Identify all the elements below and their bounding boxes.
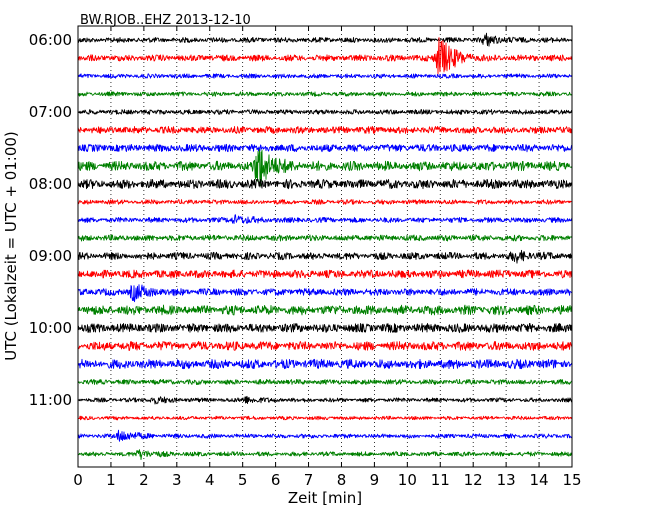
x-tick-label: 15 bbox=[562, 471, 581, 489]
x-tick-label: 6 bbox=[271, 471, 281, 489]
plot-frame bbox=[77, 25, 573, 468]
x-tick-label: 1 bbox=[106, 471, 116, 489]
y-tick-label: 09:00 bbox=[29, 247, 72, 265]
x-tick-label: 3 bbox=[172, 471, 182, 489]
chart-title: BW.RJOB..EHZ 2013-12-10 bbox=[80, 13, 251, 28]
trace-line bbox=[77, 32, 573, 47]
x-axis-label: Zeit [min] bbox=[288, 489, 362, 507]
trace-line bbox=[77, 178, 573, 190]
trace-line bbox=[77, 358, 573, 370]
trace-line bbox=[77, 379, 573, 386]
x-tick-label: 9 bbox=[370, 471, 380, 489]
trace-line bbox=[77, 284, 573, 303]
y-tick-label: 10:00 bbox=[29, 319, 72, 337]
trace-line bbox=[77, 91, 573, 97]
trace-line bbox=[77, 126, 573, 134]
x-tick-label: 12 bbox=[464, 471, 483, 489]
y-axis-ticks: 06:00 07:00 08:00 09:00 10:00 11:00 bbox=[29, 31, 572, 409]
x-tick-label: 10 bbox=[398, 471, 417, 489]
y-tick-label: 08:00 bbox=[29, 175, 72, 193]
y-tick-label: 06:00 bbox=[29, 31, 72, 49]
y-axis-label: UTC (Lokalzeit = UTC + 01:00) bbox=[2, 131, 20, 361]
trace-line bbox=[77, 234, 573, 242]
trace-line bbox=[77, 148, 573, 187]
traces bbox=[77, 32, 573, 460]
grid bbox=[110, 26, 540, 467]
trace-line bbox=[77, 429, 573, 442]
x-tick-label: 11 bbox=[431, 471, 450, 489]
trace-line bbox=[77, 143, 573, 153]
x-tick-label: 4 bbox=[205, 471, 215, 489]
x-tick-label: 7 bbox=[304, 471, 314, 489]
trace-line bbox=[77, 449, 573, 460]
x-tick-label: 14 bbox=[530, 471, 549, 489]
trace-line bbox=[77, 304, 573, 316]
x-tick-label: 0 bbox=[73, 471, 83, 489]
trace-line bbox=[77, 199, 573, 205]
x-tick-label: 8 bbox=[337, 471, 347, 489]
x-tick-label: 5 bbox=[238, 471, 248, 489]
x-tick-label: 13 bbox=[497, 471, 516, 489]
trace-line bbox=[77, 249, 573, 264]
trace-line bbox=[77, 109, 573, 115]
trace-line bbox=[77, 323, 573, 334]
trace-line bbox=[77, 214, 573, 225]
x-axis-ticks: 0 1 2 3 4 5 6 7 8 9 10 11 12 13 14 15 bbox=[73, 26, 582, 489]
trace-line bbox=[77, 341, 573, 351]
trace-line bbox=[77, 73, 573, 79]
y-tick-label: 11:00 bbox=[29, 391, 72, 409]
trace-line bbox=[77, 269, 573, 279]
trace-line bbox=[77, 415, 573, 421]
trace-line bbox=[77, 395, 573, 405]
x-tick-label: 2 bbox=[139, 471, 149, 489]
y-tick-label: 07:00 bbox=[29, 103, 72, 121]
trace-line bbox=[77, 37, 573, 75]
